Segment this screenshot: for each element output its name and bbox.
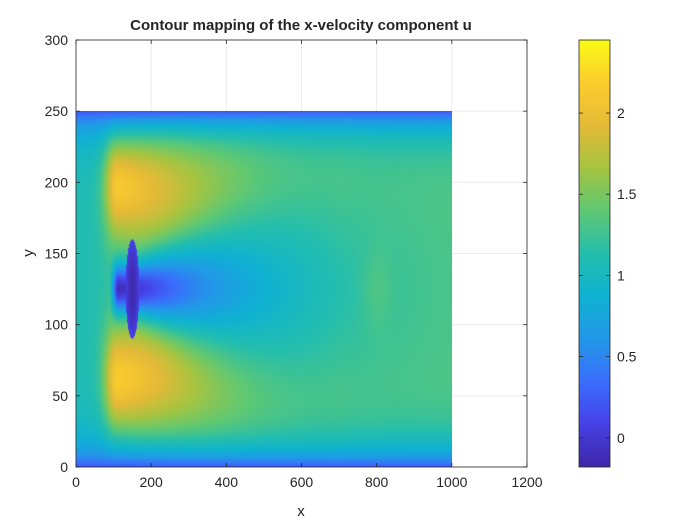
y-tick-label: 100 (45, 317, 69, 333)
x-tick-label: 400 (215, 474, 239, 490)
colorbar: 0 0.5 1 1.5 2 (578, 39, 637, 468)
y-tick-label: 50 (52, 388, 68, 404)
x-tick-label: 800 (365, 474, 389, 490)
y-tick-label: 200 (45, 174, 69, 190)
x-tick-label: 600 (290, 474, 314, 490)
y-tick-label: 150 (45, 246, 69, 262)
colorbar-ticks: 0 0.5 1 1.5 2 (579, 105, 637, 446)
colorbar-box (578, 39, 611, 468)
chart-title: Contour mapping of the x-velocity compon… (130, 17, 472, 34)
x-axis-ticks: 0 200 400 600 800 1000 1200 (72, 40, 543, 490)
y-tick-label: 300 (45, 32, 69, 48)
colorbar-tick-label: 0.5 (617, 349, 637, 365)
colorbar-tick-label: 1.5 (617, 186, 637, 202)
plot-area: 0 200 400 600 800 1000 1200 0 50 100 150 200 250 300 (45, 32, 543, 490)
y-axis-ticks: 0 50 100 150 200 250 300 (45, 32, 527, 475)
y-tick-label: 0 (60, 459, 68, 475)
colorbar-tick-label: 1 (617, 267, 625, 283)
colorbar-tick-label: 2 (617, 105, 625, 121)
y-tick-label: 250 (45, 103, 69, 119)
x-tick-label: 200 (139, 474, 163, 490)
colorbar-gradient (579, 40, 610, 467)
x-tick-label: 1000 (436, 474, 467, 490)
colorbar-tick-label: 0 (617, 430, 625, 446)
y-axis-label: y (20, 249, 37, 257)
x-axis-label: x (297, 503, 305, 520)
x-tick-label: 0 (72, 474, 80, 490)
x-tick-label: 1200 (511, 474, 542, 490)
